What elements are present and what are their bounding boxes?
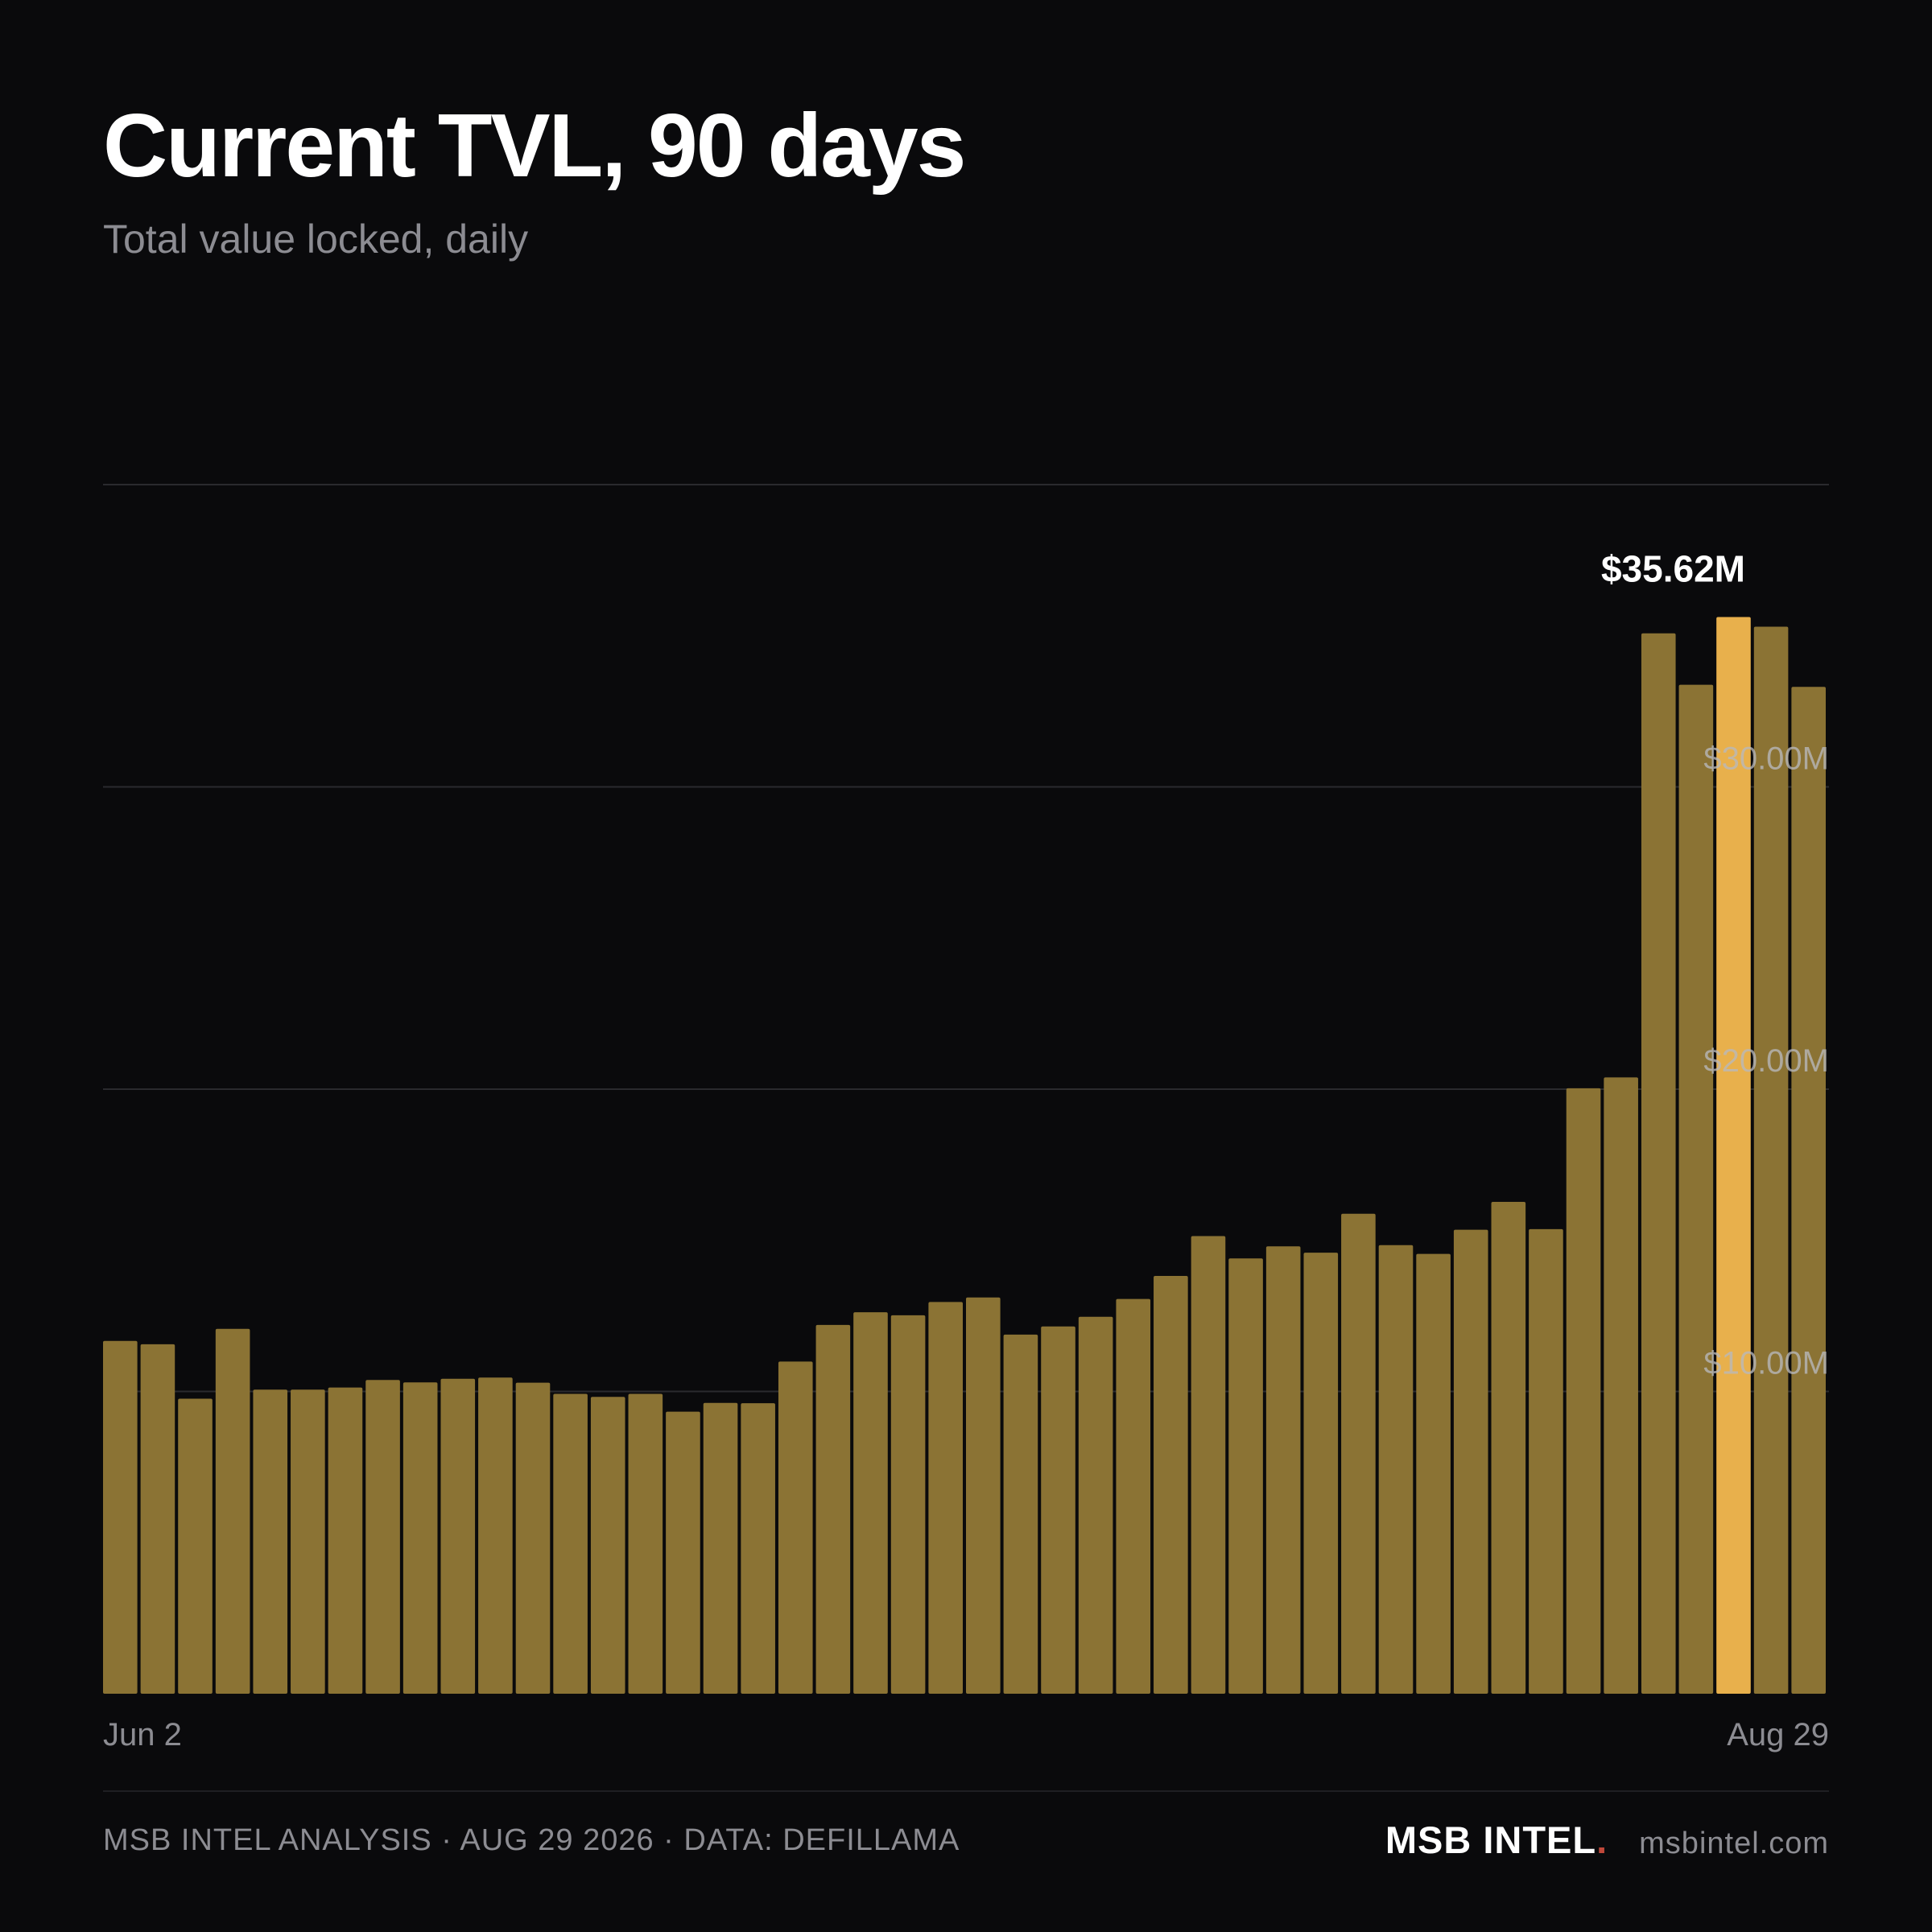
- bar: [103, 1340, 138, 1694]
- bar: [853, 1312, 888, 1694]
- bar: [1791, 687, 1826, 1694]
- bar: [440, 1378, 476, 1694]
- bar: [515, 1382, 551, 1694]
- bar: [1453, 1229, 1488, 1694]
- x-end-label: Aug 29: [1727, 1717, 1829, 1752]
- bar: [291, 1389, 325, 1694]
- bar: [1491, 1202, 1526, 1694]
- bar: [590, 1397, 625, 1694]
- bar: [1228, 1258, 1263, 1694]
- bar: [1303, 1253, 1339, 1694]
- brand-logo-text: MSB INTEL: [1385, 1818, 1597, 1861]
- bar: [1265, 1246, 1301, 1694]
- y-tick-label: $20.00M: [1703, 1043, 1829, 1079]
- bar: [1753, 626, 1789, 1694]
- bar: [1378, 1245, 1414, 1694]
- y-tick-label: $10.00M: [1703, 1346, 1829, 1381]
- bar: [703, 1402, 738, 1694]
- x-start-label: Jun 2: [103, 1717, 182, 1752]
- bar: [815, 1324, 851, 1694]
- footer-brand-block: MSB INTEL . msbintel.com: [1385, 1818, 1829, 1862]
- bar: [1604, 1077, 1638, 1694]
- bar: [253, 1389, 288, 1694]
- site-url[interactable]: msbintel.com: [1639, 1827, 1829, 1860]
- bar: [890, 1315, 926, 1694]
- bar: [178, 1398, 213, 1694]
- bar-highlight: [1716, 617, 1751, 1694]
- brand-dot: .: [1596, 1818, 1608, 1861]
- bar: [1529, 1228, 1563, 1694]
- chart-title: Current TVL, 90 days: [103, 96, 966, 196]
- bar: [553, 1393, 588, 1694]
- bar: [1566, 1088, 1601, 1694]
- axis-labels: $10.00M $20.00M $30.00M $35.62M Jun 2 Aug 29: [103, 547, 1829, 1752]
- bar: [365, 1380, 400, 1694]
- bar: [1416, 1253, 1451, 1694]
- bar: [402, 1382, 438, 1694]
- bar: [328, 1387, 363, 1694]
- y-tick-label: $30.00M: [1703, 741, 1829, 777]
- bar: [1154, 1276, 1188, 1694]
- bar: [628, 1393, 663, 1694]
- bar: [741, 1403, 775, 1694]
- bar: [966, 1297, 1001, 1694]
- bar: [1341, 1213, 1376, 1694]
- bar: [1041, 1326, 1075, 1694]
- bar: [928, 1302, 963, 1694]
- bar: [1641, 633, 1676, 1694]
- bars: [103, 617, 1826, 1694]
- footer-attribution: MSB INTEL ANALYSIS · AUG 29 2026 · DATA:…: [103, 1823, 960, 1857]
- bar: [1003, 1334, 1038, 1694]
- bar: [778, 1361, 813, 1694]
- peak-value-label: $35.62M: [1601, 547, 1745, 589]
- footer-divider: [103, 1790, 1829, 1792]
- bar: [478, 1377, 513, 1694]
- bar: [140, 1344, 175, 1694]
- bar: [1078, 1316, 1113, 1694]
- bar: [215, 1328, 250, 1694]
- bar: [666, 1411, 700, 1694]
- chart-subtitle: Total value locked, daily: [103, 217, 529, 262]
- bar: [1678, 684, 1714, 1694]
- bar: [1191, 1236, 1226, 1694]
- bar: [1116, 1298, 1151, 1694]
